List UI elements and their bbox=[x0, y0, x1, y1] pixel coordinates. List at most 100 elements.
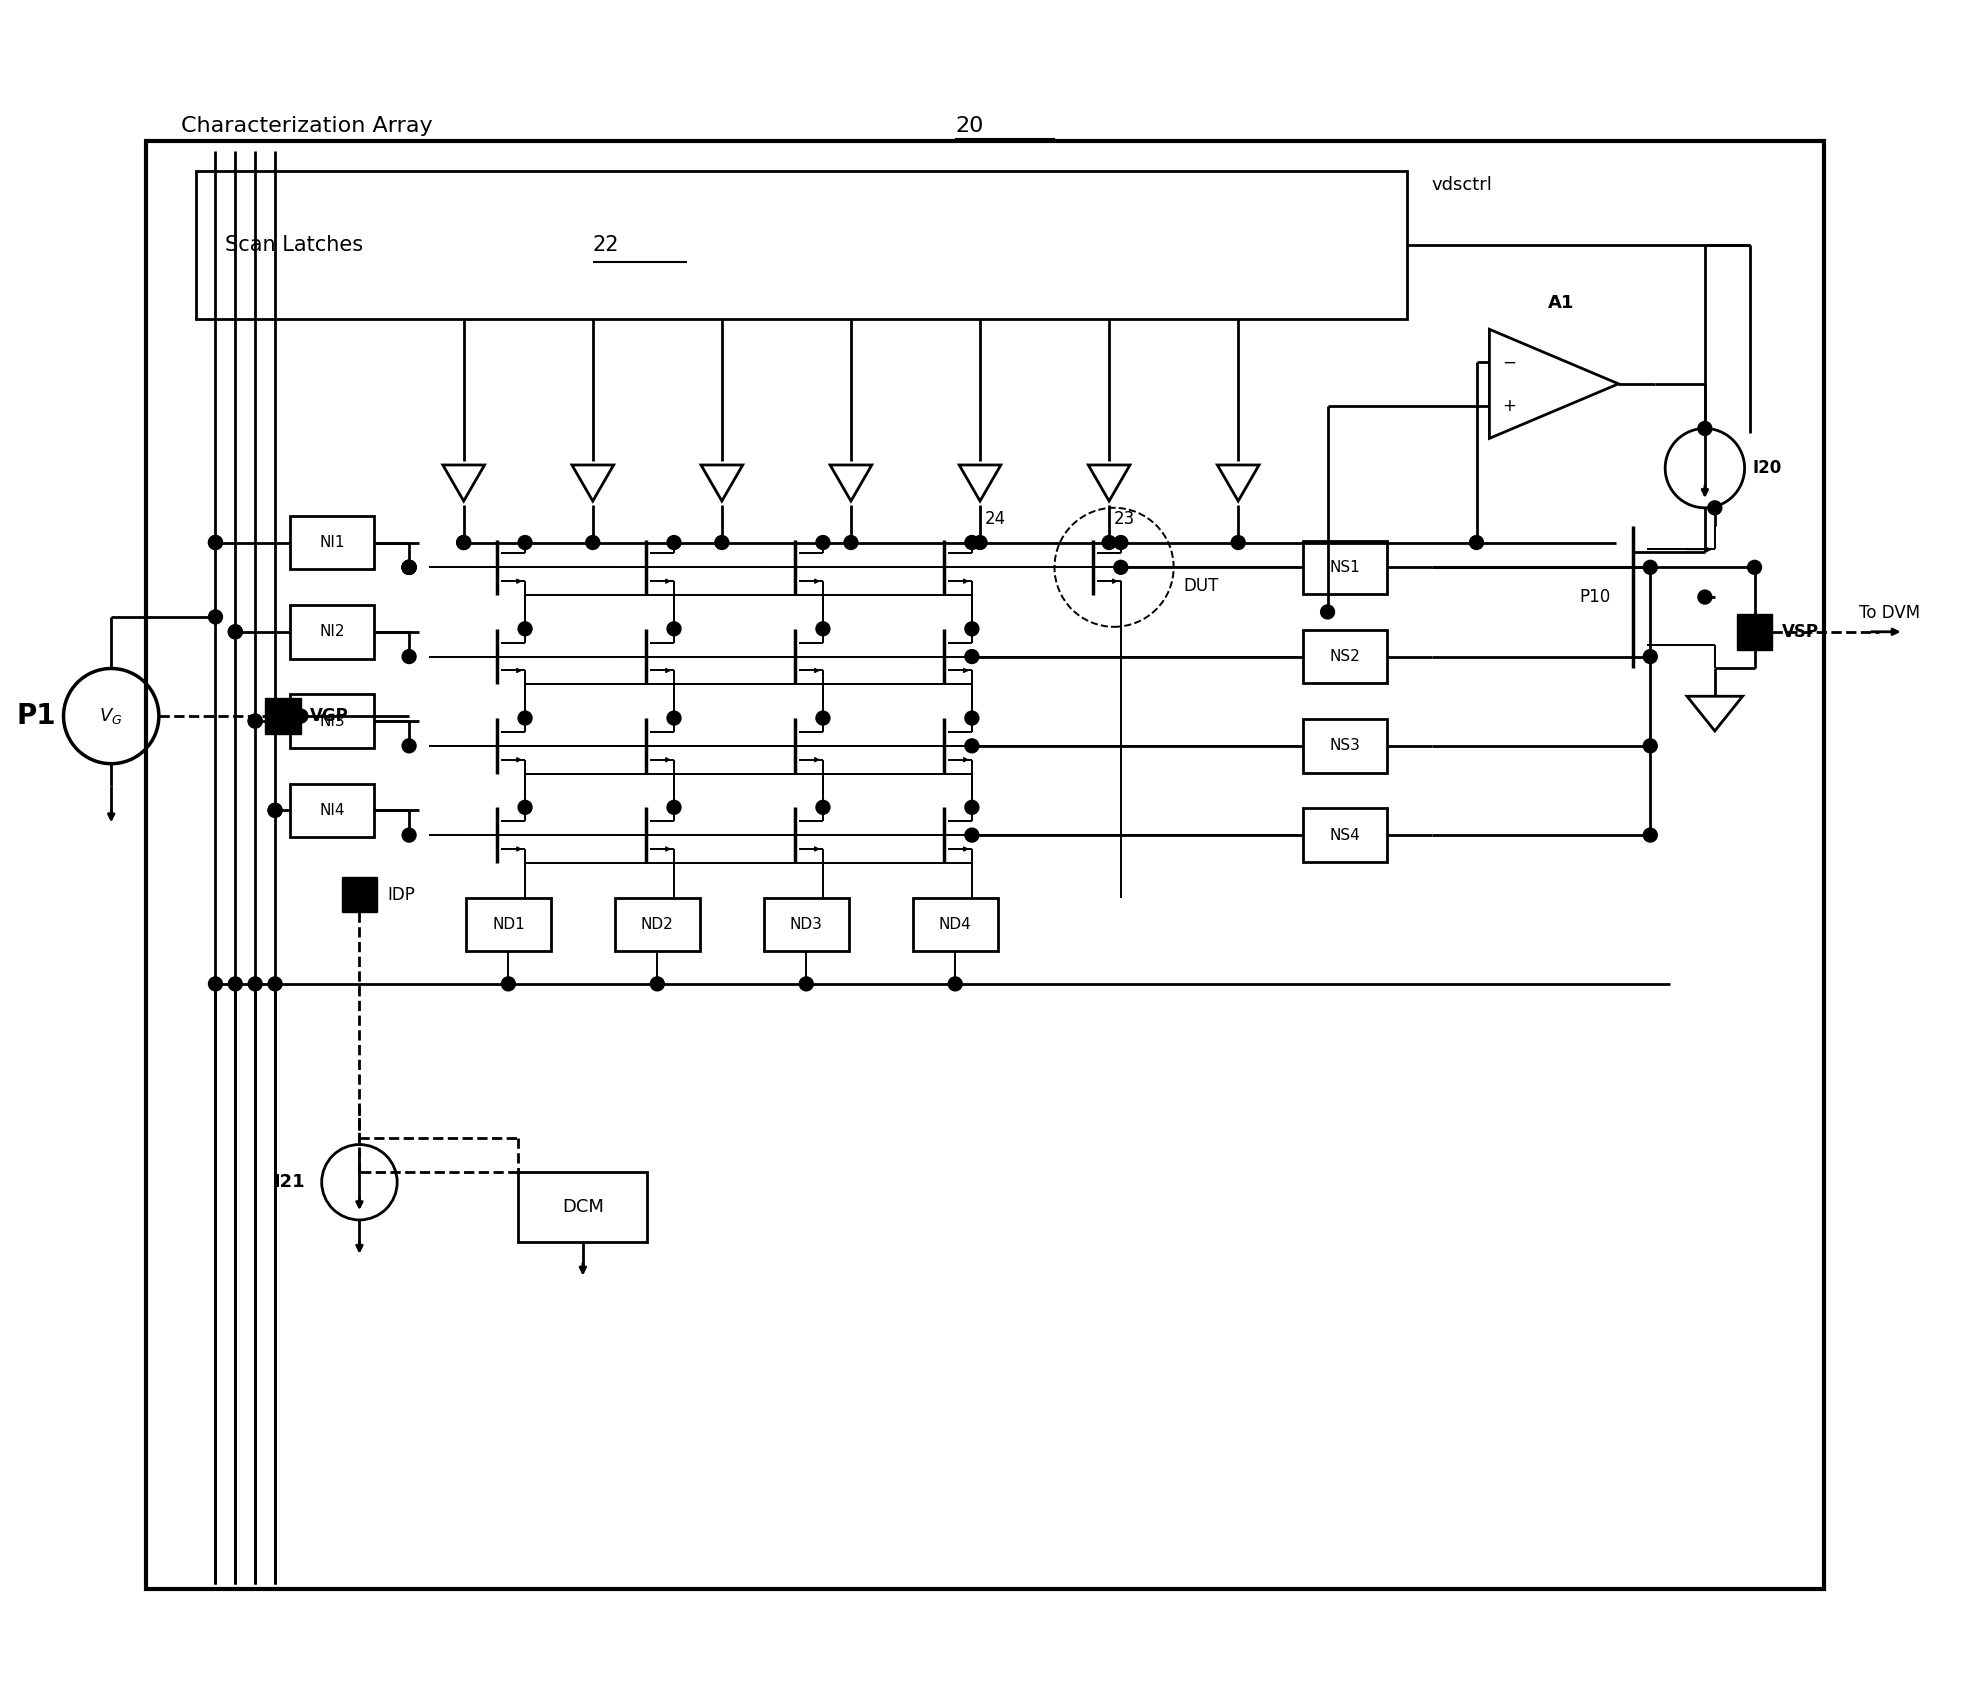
Circle shape bbox=[518, 536, 532, 549]
Text: NS2: NS2 bbox=[1329, 649, 1361, 664]
Circle shape bbox=[209, 610, 222, 624]
Circle shape bbox=[1114, 561, 1128, 575]
Bar bbox=[518, 1173, 648, 1242]
Text: 24: 24 bbox=[984, 510, 1006, 527]
Text: DCM: DCM bbox=[561, 1198, 604, 1215]
Circle shape bbox=[965, 800, 979, 814]
Circle shape bbox=[815, 712, 829, 725]
Circle shape bbox=[209, 536, 222, 549]
Circle shape bbox=[457, 536, 471, 549]
Circle shape bbox=[518, 622, 532, 636]
Bar bbox=[289, 783, 374, 837]
Circle shape bbox=[715, 536, 729, 549]
Bar bbox=[467, 898, 551, 951]
Text: NS3: NS3 bbox=[1329, 739, 1361, 753]
Circle shape bbox=[402, 561, 415, 575]
Circle shape bbox=[402, 829, 415, 842]
Circle shape bbox=[293, 709, 307, 724]
Circle shape bbox=[268, 976, 282, 992]
Text: $-$: $-$ bbox=[1502, 353, 1516, 371]
Circle shape bbox=[965, 649, 979, 663]
Circle shape bbox=[587, 536, 601, 549]
Text: $V_G$: $V_G$ bbox=[100, 707, 122, 725]
Circle shape bbox=[1707, 500, 1721, 515]
Text: VGP: VGP bbox=[309, 707, 349, 725]
Bar bbox=[289, 605, 374, 659]
Circle shape bbox=[248, 976, 262, 992]
Circle shape bbox=[845, 536, 858, 549]
Circle shape bbox=[1321, 605, 1335, 619]
Circle shape bbox=[667, 800, 681, 814]
Circle shape bbox=[965, 712, 979, 725]
Text: NI1: NI1 bbox=[319, 536, 345, 549]
Bar bbox=[289, 515, 374, 570]
Circle shape bbox=[248, 714, 262, 727]
Circle shape bbox=[667, 712, 681, 725]
Bar bbox=[1303, 809, 1386, 861]
Text: 22: 22 bbox=[593, 236, 620, 254]
Text: NI3: NI3 bbox=[319, 714, 345, 729]
Circle shape bbox=[965, 829, 979, 842]
Bar bbox=[289, 695, 374, 747]
Text: IDP: IDP bbox=[388, 885, 415, 903]
Circle shape bbox=[228, 625, 242, 639]
Text: $+$: $+$ bbox=[1502, 397, 1516, 415]
Text: Characterization Array: Characterization Array bbox=[181, 115, 439, 136]
Circle shape bbox=[1469, 536, 1483, 549]
Circle shape bbox=[1697, 422, 1711, 436]
Circle shape bbox=[228, 625, 242, 639]
Circle shape bbox=[402, 561, 415, 575]
Circle shape bbox=[502, 976, 516, 992]
Text: 20: 20 bbox=[955, 115, 984, 136]
Circle shape bbox=[1748, 561, 1762, 575]
Circle shape bbox=[402, 649, 415, 663]
Circle shape bbox=[1644, 649, 1658, 663]
Circle shape bbox=[965, 536, 979, 549]
Text: NI2: NI2 bbox=[319, 624, 345, 639]
Bar bbox=[146, 141, 1823, 1588]
Text: vdsctrl: vdsctrl bbox=[1431, 176, 1493, 193]
Text: P10: P10 bbox=[1579, 588, 1611, 607]
Text: DUT: DUT bbox=[1183, 578, 1219, 595]
Bar bbox=[764, 898, 849, 951]
Circle shape bbox=[949, 976, 963, 992]
Text: ND4: ND4 bbox=[939, 917, 971, 932]
Circle shape bbox=[402, 561, 415, 575]
Bar bbox=[266, 698, 301, 734]
Circle shape bbox=[815, 536, 829, 549]
Text: VSP: VSP bbox=[1782, 622, 1819, 641]
Circle shape bbox=[815, 622, 829, 636]
Text: ND2: ND2 bbox=[642, 917, 673, 932]
Text: To DVM: To DVM bbox=[1859, 603, 1920, 622]
Circle shape bbox=[268, 803, 282, 817]
Text: ND1: ND1 bbox=[492, 917, 526, 932]
Bar bbox=[1303, 719, 1386, 773]
Circle shape bbox=[1644, 739, 1658, 753]
Circle shape bbox=[1103, 536, 1116, 549]
Circle shape bbox=[1114, 536, 1128, 549]
Circle shape bbox=[209, 536, 222, 549]
Bar bbox=[1737, 614, 1772, 649]
Circle shape bbox=[815, 800, 829, 814]
Circle shape bbox=[228, 976, 242, 992]
Circle shape bbox=[1697, 590, 1711, 603]
Circle shape bbox=[667, 536, 681, 549]
Circle shape bbox=[973, 536, 986, 549]
Circle shape bbox=[1644, 561, 1658, 575]
Bar bbox=[1303, 541, 1386, 593]
Bar bbox=[341, 876, 378, 912]
Text: A1: A1 bbox=[1548, 295, 1573, 312]
Text: P1: P1 bbox=[18, 702, 57, 731]
Circle shape bbox=[248, 714, 262, 727]
Circle shape bbox=[965, 739, 979, 753]
Circle shape bbox=[650, 976, 664, 992]
Circle shape bbox=[402, 739, 415, 753]
Text: ND3: ND3 bbox=[790, 917, 823, 932]
Text: NS1: NS1 bbox=[1329, 559, 1361, 575]
Circle shape bbox=[518, 712, 532, 725]
Circle shape bbox=[457, 536, 471, 549]
Bar bbox=[912, 898, 998, 951]
Text: I21: I21 bbox=[274, 1173, 305, 1192]
Text: NS4: NS4 bbox=[1329, 827, 1361, 842]
Circle shape bbox=[799, 976, 813, 992]
